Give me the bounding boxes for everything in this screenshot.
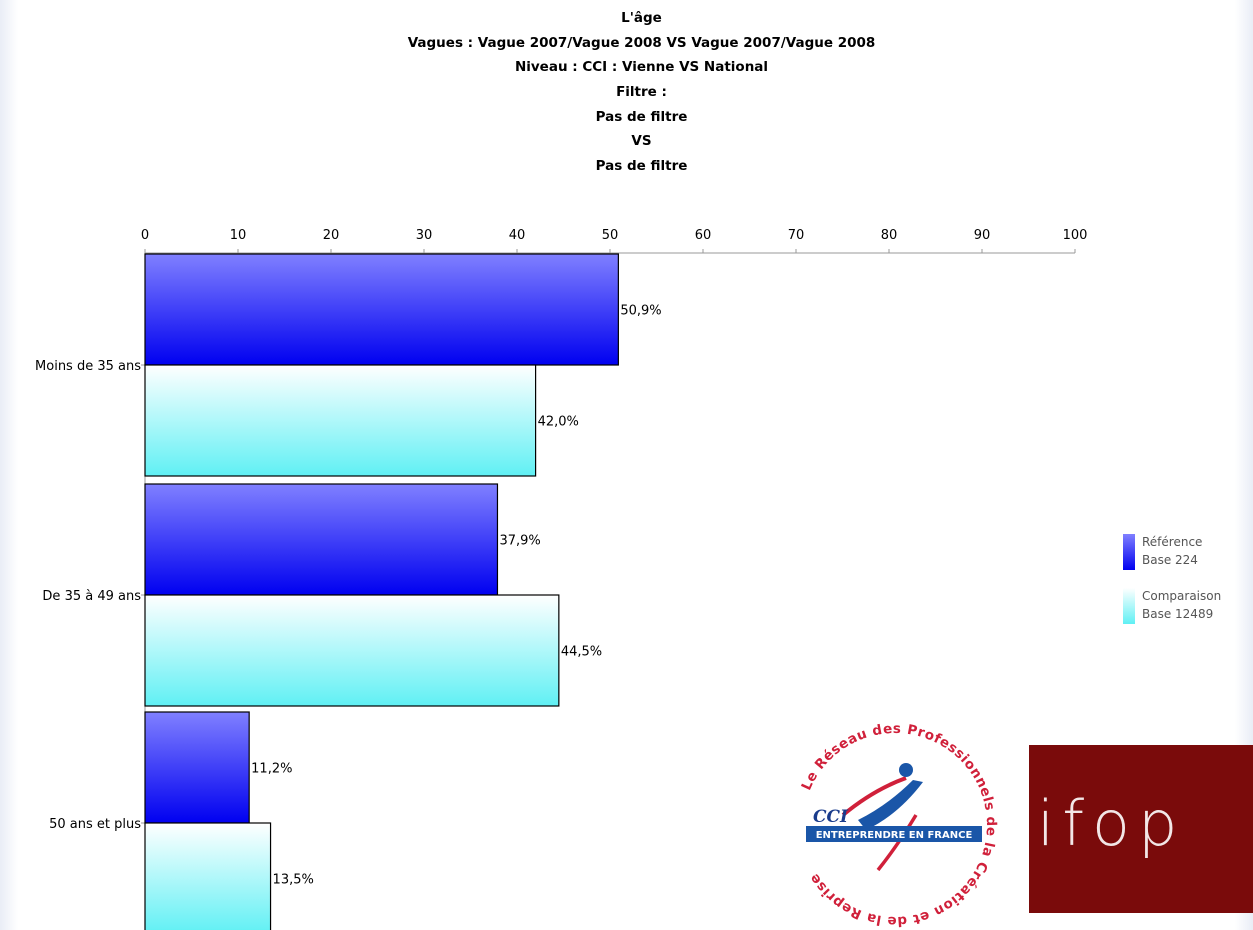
cci-mark-text: CCI — [813, 807, 849, 827]
y-category-label: Moins de 35 ans — [35, 359, 141, 374]
bar-reference — [144, 711, 250, 824]
bar-comparison — [144, 364, 537, 477]
x-tick-label: 60 — [695, 228, 712, 243]
x-tick-label: 80 — [881, 228, 898, 243]
x-tick-label: 50 — [602, 228, 619, 243]
cci-logo: Le Réseau des Professionnels de la Créat… — [795, 721, 999, 929]
bar-reference — [144, 483, 499, 596]
x-tick-label: 10 — [230, 228, 247, 243]
bar-reference — [144, 253, 619, 366]
chart-titles: L'âge Vagues : Vague 2007/Vague 2008 VS … — [0, 6, 1253, 179]
chart-subtitle-filter-ref: Pas de filtre — [595, 108, 688, 125]
chart-subtitle-waves: Vagues : Vague 2007/Vague 2008 VS Vague … — [407, 34, 876, 51]
x-tick-label: 70 — [788, 228, 805, 243]
ifop-logo: ifop — [1029, 745, 1253, 913]
legend-swatch-comparison — [1123, 588, 1135, 624]
cci-banner-text: ENTREPRENDRE EN FRANCE — [816, 830, 973, 841]
x-tick-label: 90 — [974, 228, 991, 243]
x-tick-label: 100 — [1063, 228, 1088, 243]
chart-subtitle-filter-comp: Pas de filtre — [595, 158, 688, 175]
x-tick-label: 30 — [416, 228, 433, 243]
bar-value-label: 37,9% — [499, 534, 540, 549]
chart-subtitle-vs: VS — [631, 133, 652, 150]
legend-swatch-reference — [1123, 534, 1135, 570]
bar-value-label: 44,5% — [561, 645, 602, 660]
bar-value-label: 50,9% — [620, 304, 661, 319]
bar-value-label: 42,0% — [538, 415, 579, 430]
y-category-label: De 35 à 49 ans — [42, 589, 141, 604]
legend-label-comparison: Comparaison — [1142, 589, 1222, 603]
y-category-label: 50 ans et plus — [49, 817, 141, 832]
x-tick-label: 0 — [141, 228, 149, 243]
ifop-logo-mark: ifop — [1037, 787, 1185, 860]
legend-label-reference: Référence — [1142, 535, 1203, 549]
bar-comparison — [144, 594, 560, 707]
legend-base-comparison: Base 12489 — [1142, 607, 1214, 621]
legend-base-reference: Base 224 — [1142, 553, 1198, 567]
chart-title: L'âge — [621, 10, 662, 26]
chart-subtitle-filter: Filtre : — [616, 84, 667, 101]
bar-value-label: 13,5% — [273, 873, 314, 888]
chart-subtitle-level: Niveau : CCI : Vienne VS National — [514, 59, 769, 76]
bar-value-label: 11,2% — [251, 762, 292, 777]
bar-comparison — [144, 822, 272, 930]
x-tick-label: 20 — [323, 228, 340, 243]
x-tick-label: 40 — [509, 228, 526, 243]
ifop-logo-text: ifop — [1037, 787, 1185, 860]
